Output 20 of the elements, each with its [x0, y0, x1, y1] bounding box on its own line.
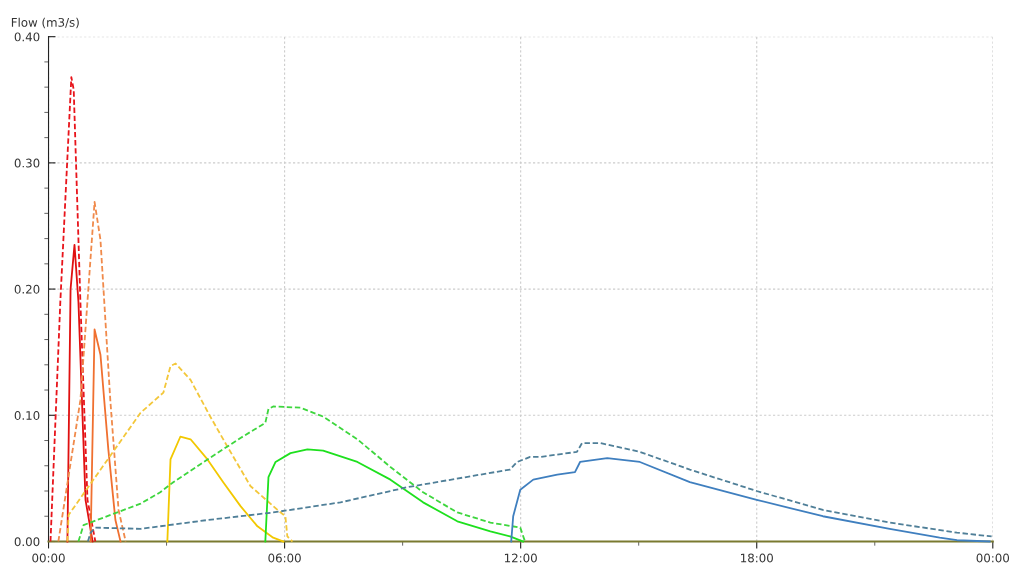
y-tick-label: 0.40 [14, 32, 40, 42]
line-series [86, 442, 993, 543]
line-series [510, 457, 991, 543]
y-axis-title: Flow (m3/s) [11, 17, 79, 29]
line-series [49, 76, 97, 543]
line-series [166, 435, 285, 543]
x-tick-label: 00:00 [32, 553, 65, 563]
x-tick-label: 06:00 [268, 553, 301, 563]
x-tick-label: 18:00 [741, 553, 773, 563]
y-tick-label: 0.00 [14, 537, 40, 547]
line-series [89, 328, 122, 543]
line-series [77, 405, 526, 543]
line-series [264, 448, 524, 543]
y-tick-label: 0.10 [14, 411, 40, 420]
x-tick-label: 12:00 [504, 553, 537, 563]
y-tick-label: 0.30 [14, 158, 40, 168]
line-series [66, 362, 294, 543]
y-tick-label: 0.20 [14, 284, 40, 294]
line-series [57, 201, 127, 543]
x-tick-label: 00:00 [976, 553, 1010, 563]
